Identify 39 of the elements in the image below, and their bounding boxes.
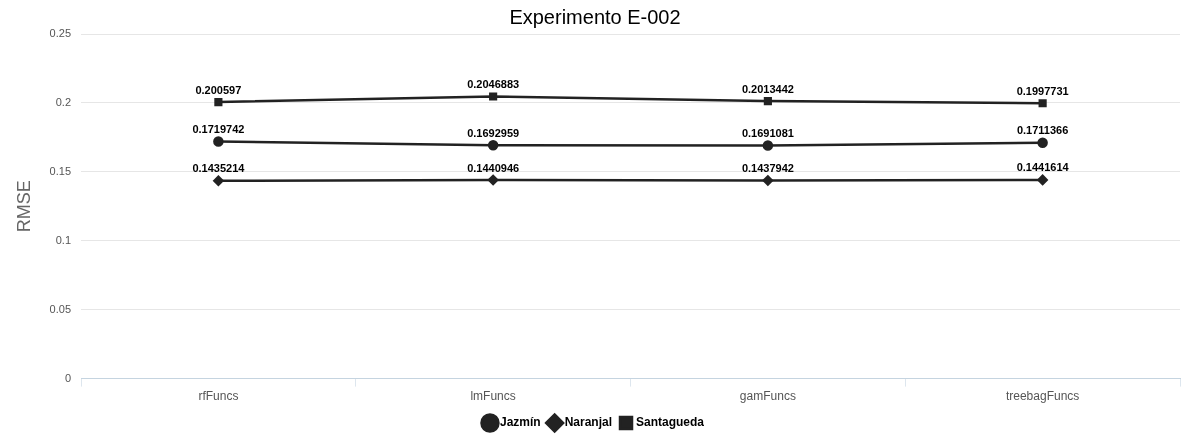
y-tick-label: 0.15 <box>49 164 72 177</box>
x-tick-label: lmFuncs <box>470 389 516 404</box>
point <box>1038 99 1047 108</box>
point <box>214 98 223 107</box>
y-tick-label: 0 <box>64 371 72 384</box>
data-label: 0.1719742 <box>192 123 245 136</box>
data-label: 0.1997731 <box>1016 84 1069 97</box>
point <box>762 140 774 151</box>
legend-label: Jazmín <box>499 415 541 430</box>
data-label: 0.200597 <box>195 83 242 96</box>
point <box>1037 137 1048 148</box>
chart-title: Experimento E-002 <box>509 5 681 28</box>
y-tick-label: 0.25 <box>49 27 72 40</box>
x-tick-label: rfFuncs <box>198 389 239 404</box>
data-label: 0.2013442 <box>741 82 794 95</box>
y-tick-label: 0.05 <box>49 302 72 315</box>
data-label: 0.1441614 <box>1016 161 1070 174</box>
x-tick-label: treebagFuncs <box>1005 389 1080 404</box>
legend-label: Santagueda <box>636 415 705 430</box>
point <box>489 92 498 101</box>
point <box>213 175 224 187</box>
data-label: 0.1691081 <box>741 127 794 140</box>
legend-label: Naranjal <box>564 415 613 430</box>
data-label: 0.1437942 <box>741 161 794 174</box>
point <box>763 96 772 106</box>
data-label: 0.1692959 <box>467 126 520 139</box>
point <box>487 139 499 151</box>
point <box>213 136 224 147</box>
data-label: 0.1435214 <box>192 162 246 175</box>
data-label: 0.1711366 <box>1016 124 1069 137</box>
y-tick-label: 0.2 <box>55 95 72 108</box>
data-label: 0.1440946 <box>467 161 520 174</box>
point <box>487 174 499 186</box>
y-axis-title: RMSE <box>13 180 34 233</box>
point <box>762 175 774 186</box>
point <box>1037 174 1048 186</box>
x-tick-label: gamFuncs <box>739 389 796 404</box>
data-label: 0.2046883 <box>467 77 520 90</box>
y-tick-label: 0.1 <box>55 233 72 246</box>
